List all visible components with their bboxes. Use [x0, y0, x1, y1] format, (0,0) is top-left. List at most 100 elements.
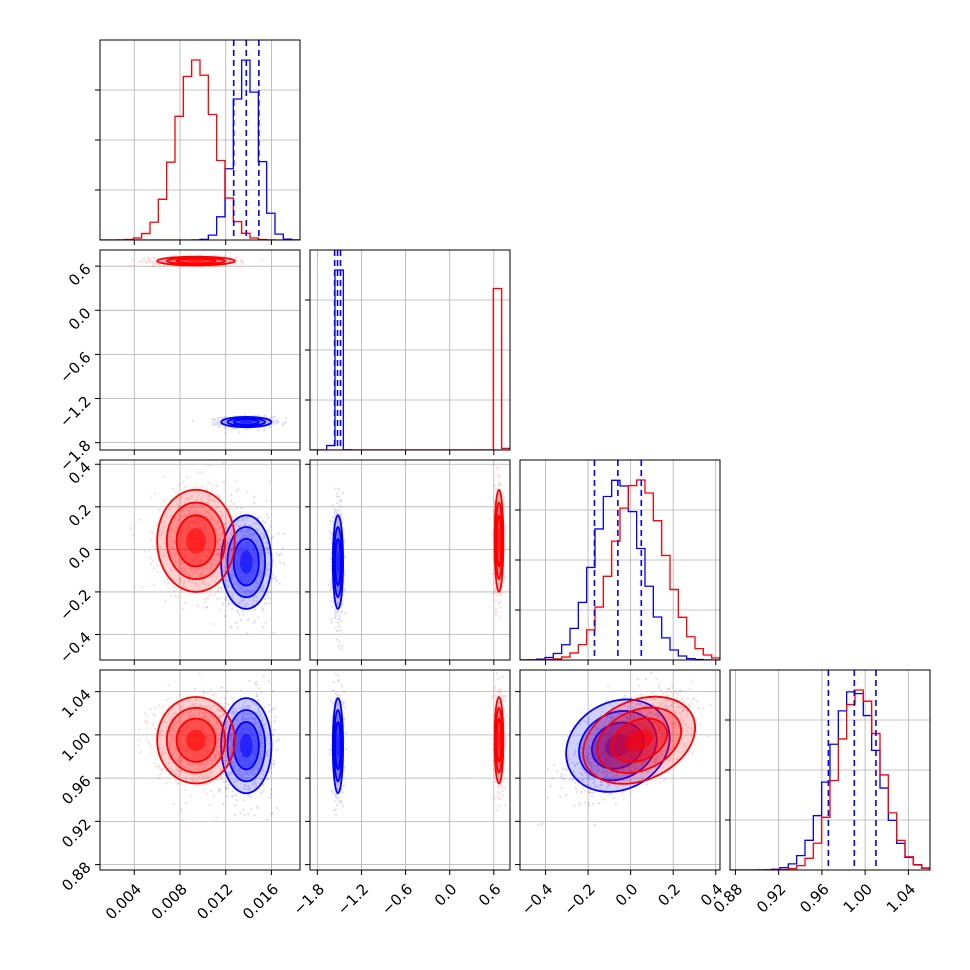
scatter-point — [336, 576, 340, 579]
scatter-point — [151, 559, 155, 562]
panel-1-0 — [129, 251, 288, 435]
scatter-point — [205, 511, 208, 514]
scatter-point — [197, 561, 200, 564]
scatter-point — [152, 262, 155, 265]
scatter-point — [197, 584, 200, 587]
scatter-point — [207, 542, 210, 546]
scatter-point — [190, 553, 193, 556]
scatter-point — [239, 548, 242, 551]
scatter-point — [497, 483, 501, 486]
scatter-point — [254, 561, 257, 564]
scatter-point — [262, 584, 265, 587]
scatter-point — [149, 556, 152, 560]
scatter-point — [194, 509, 197, 513]
scatter-point — [198, 567, 202, 570]
scatter-point — [247, 574, 251, 577]
scatter-point — [251, 570, 254, 573]
scatter-point — [255, 695, 258, 698]
scatter-point — [329, 537, 332, 540]
scatter-point — [247, 541, 250, 544]
scatter-point — [229, 626, 232, 629]
scatter-point — [276, 806, 279, 810]
scatter-point — [156, 262, 159, 266]
scatter-point — [184, 548, 188, 551]
scatter-point — [497, 499, 500, 502]
scatter-point — [211, 563, 214, 566]
contour-series-2 — [156, 255, 236, 267]
scatter-point — [163, 542, 166, 545]
scatter-point — [338, 500, 341, 503]
scatter-point — [206, 510, 209, 514]
scatter-point — [236, 573, 239, 576]
scatter-point — [328, 520, 331, 523]
scatter-point — [330, 532, 333, 535]
scatter-point — [336, 588, 339, 592]
scatter-point — [202, 551, 205, 554]
scatter-point — [192, 511, 195, 514]
scatter-point — [335, 511, 338, 515]
scatter-point — [163, 526, 167, 529]
scatter-point — [198, 523, 201, 526]
scatter-point — [210, 539, 213, 542]
scatter-point — [224, 583, 228, 586]
scatter-point — [502, 496, 505, 499]
scatter-point — [200, 525, 203, 529]
scatter-point — [196, 604, 199, 608]
scatter-point — [329, 588, 332, 592]
scatter-point — [202, 528, 205, 532]
scatter-point — [200, 518, 203, 521]
scatter-point — [216, 553, 219, 556]
scatter-point — [201, 522, 204, 525]
scatter-point — [227, 783, 230, 786]
scatter-point — [152, 531, 155, 534]
scatter-point — [181, 585, 184, 588]
scatter-point — [253, 814, 256, 817]
scatter-point — [215, 260, 219, 263]
scatter-point — [241, 260, 245, 263]
scatter-point — [210, 593, 213, 596]
scatter-point — [221, 416, 224, 419]
scatter-point — [247, 576, 251, 579]
scatter-point — [275, 740, 279, 743]
scatter-point — [241, 542, 244, 545]
scatter-point — [261, 553, 264, 556]
scatter-point — [216, 520, 219, 524]
scatter-point — [336, 492, 339, 495]
scatter-point — [256, 534, 259, 538]
scatter-point — [180, 265, 184, 268]
scatter-point — [262, 519, 265, 523]
scatter-point — [217, 423, 221, 426]
scatter-point — [247, 576, 250, 579]
scatter-point — [173, 586, 176, 589]
scatter-point — [191, 568, 194, 571]
scatter-point — [267, 420, 270, 423]
scatter-point — [195, 568, 198, 571]
scatter-point — [217, 587, 220, 590]
scatter-point — [203, 523, 206, 526]
scatter-point — [226, 795, 229, 798]
scatter-point — [161, 260, 164, 263]
scatter-point — [244, 579, 247, 583]
scatter-point — [224, 597, 227, 600]
scatter-point — [177, 546, 181, 549]
histogram-1 — [310, 250, 510, 450]
scatter-point — [200, 471, 204, 474]
scatter-point — [281, 546, 284, 549]
scatter-point — [257, 428, 260, 431]
histogram-step-series-1 — [100, 59, 300, 240]
scatter-point — [240, 576, 243, 579]
scatter-point — [200, 518, 204, 522]
scatter-point — [334, 487, 337, 490]
scatter-point — [235, 420, 238, 424]
scatter-point — [238, 554, 241, 557]
scatter-point — [157, 508, 161, 511]
scatter-point — [201, 591, 204, 595]
scatter-point — [235, 559, 238, 563]
scatter-point — [225, 544, 229, 547]
scatter-point — [252, 550, 255, 553]
scatter-point — [184, 548, 187, 551]
scatter-point — [178, 505, 181, 508]
scatter-point — [220, 547, 223, 550]
scatter-point — [232, 574, 235, 577]
scatter-point — [330, 600, 333, 603]
